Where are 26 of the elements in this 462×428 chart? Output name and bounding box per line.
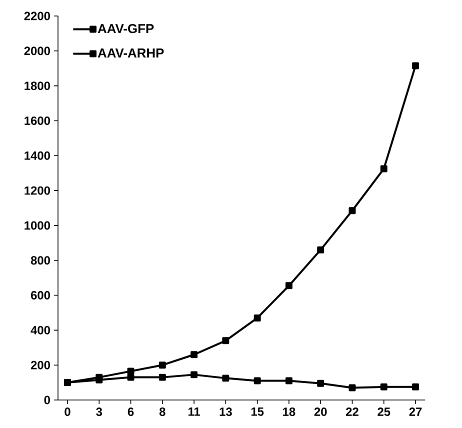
x-tick-label: 3 bbox=[96, 408, 102, 416]
legend-label: AAV-ARHP bbox=[98, 48, 164, 58]
y-tick-label: 600 bbox=[30, 291, 50, 300]
x-tick-label: 0 bbox=[64, 408, 70, 416]
y-tick-label: 400 bbox=[30, 326, 50, 334]
x-tick-label: 25 bbox=[378, 408, 390, 416]
y-tick-label: 800 bbox=[30, 256, 50, 265]
x-tick-label: 15 bbox=[251, 408, 264, 416]
x-tick-label: 8 bbox=[159, 408, 166, 416]
y-tick-label: 2000 bbox=[24, 46, 50, 56]
y-tick-label: 0 bbox=[44, 396, 50, 404]
x-tick-label: 11 bbox=[188, 408, 200, 416]
y-tick-label: 1000 bbox=[24, 221, 50, 230]
x-tick-label: 13 bbox=[220, 408, 232, 416]
y-tick-label: 1200 bbox=[24, 186, 50, 195]
y-tick-label: 2200 bbox=[24, 12, 50, 20]
y-tick-label: 1800 bbox=[24, 82, 50, 90]
x-tick-label: 20 bbox=[314, 408, 327, 416]
x-tick-label: 18 bbox=[283, 408, 296, 416]
y-tick-label: 1400 bbox=[24, 151, 50, 160]
y-tick-label: 200 bbox=[30, 360, 50, 370]
x-tick-label: 6 bbox=[128, 408, 134, 416]
y-tick-label: 1600 bbox=[24, 116, 50, 125]
x-tick-label: 22 bbox=[346, 408, 358, 416]
legend-label: AAV-GFP bbox=[98, 24, 154, 34]
x-tick-label: 27 bbox=[409, 408, 422, 416]
